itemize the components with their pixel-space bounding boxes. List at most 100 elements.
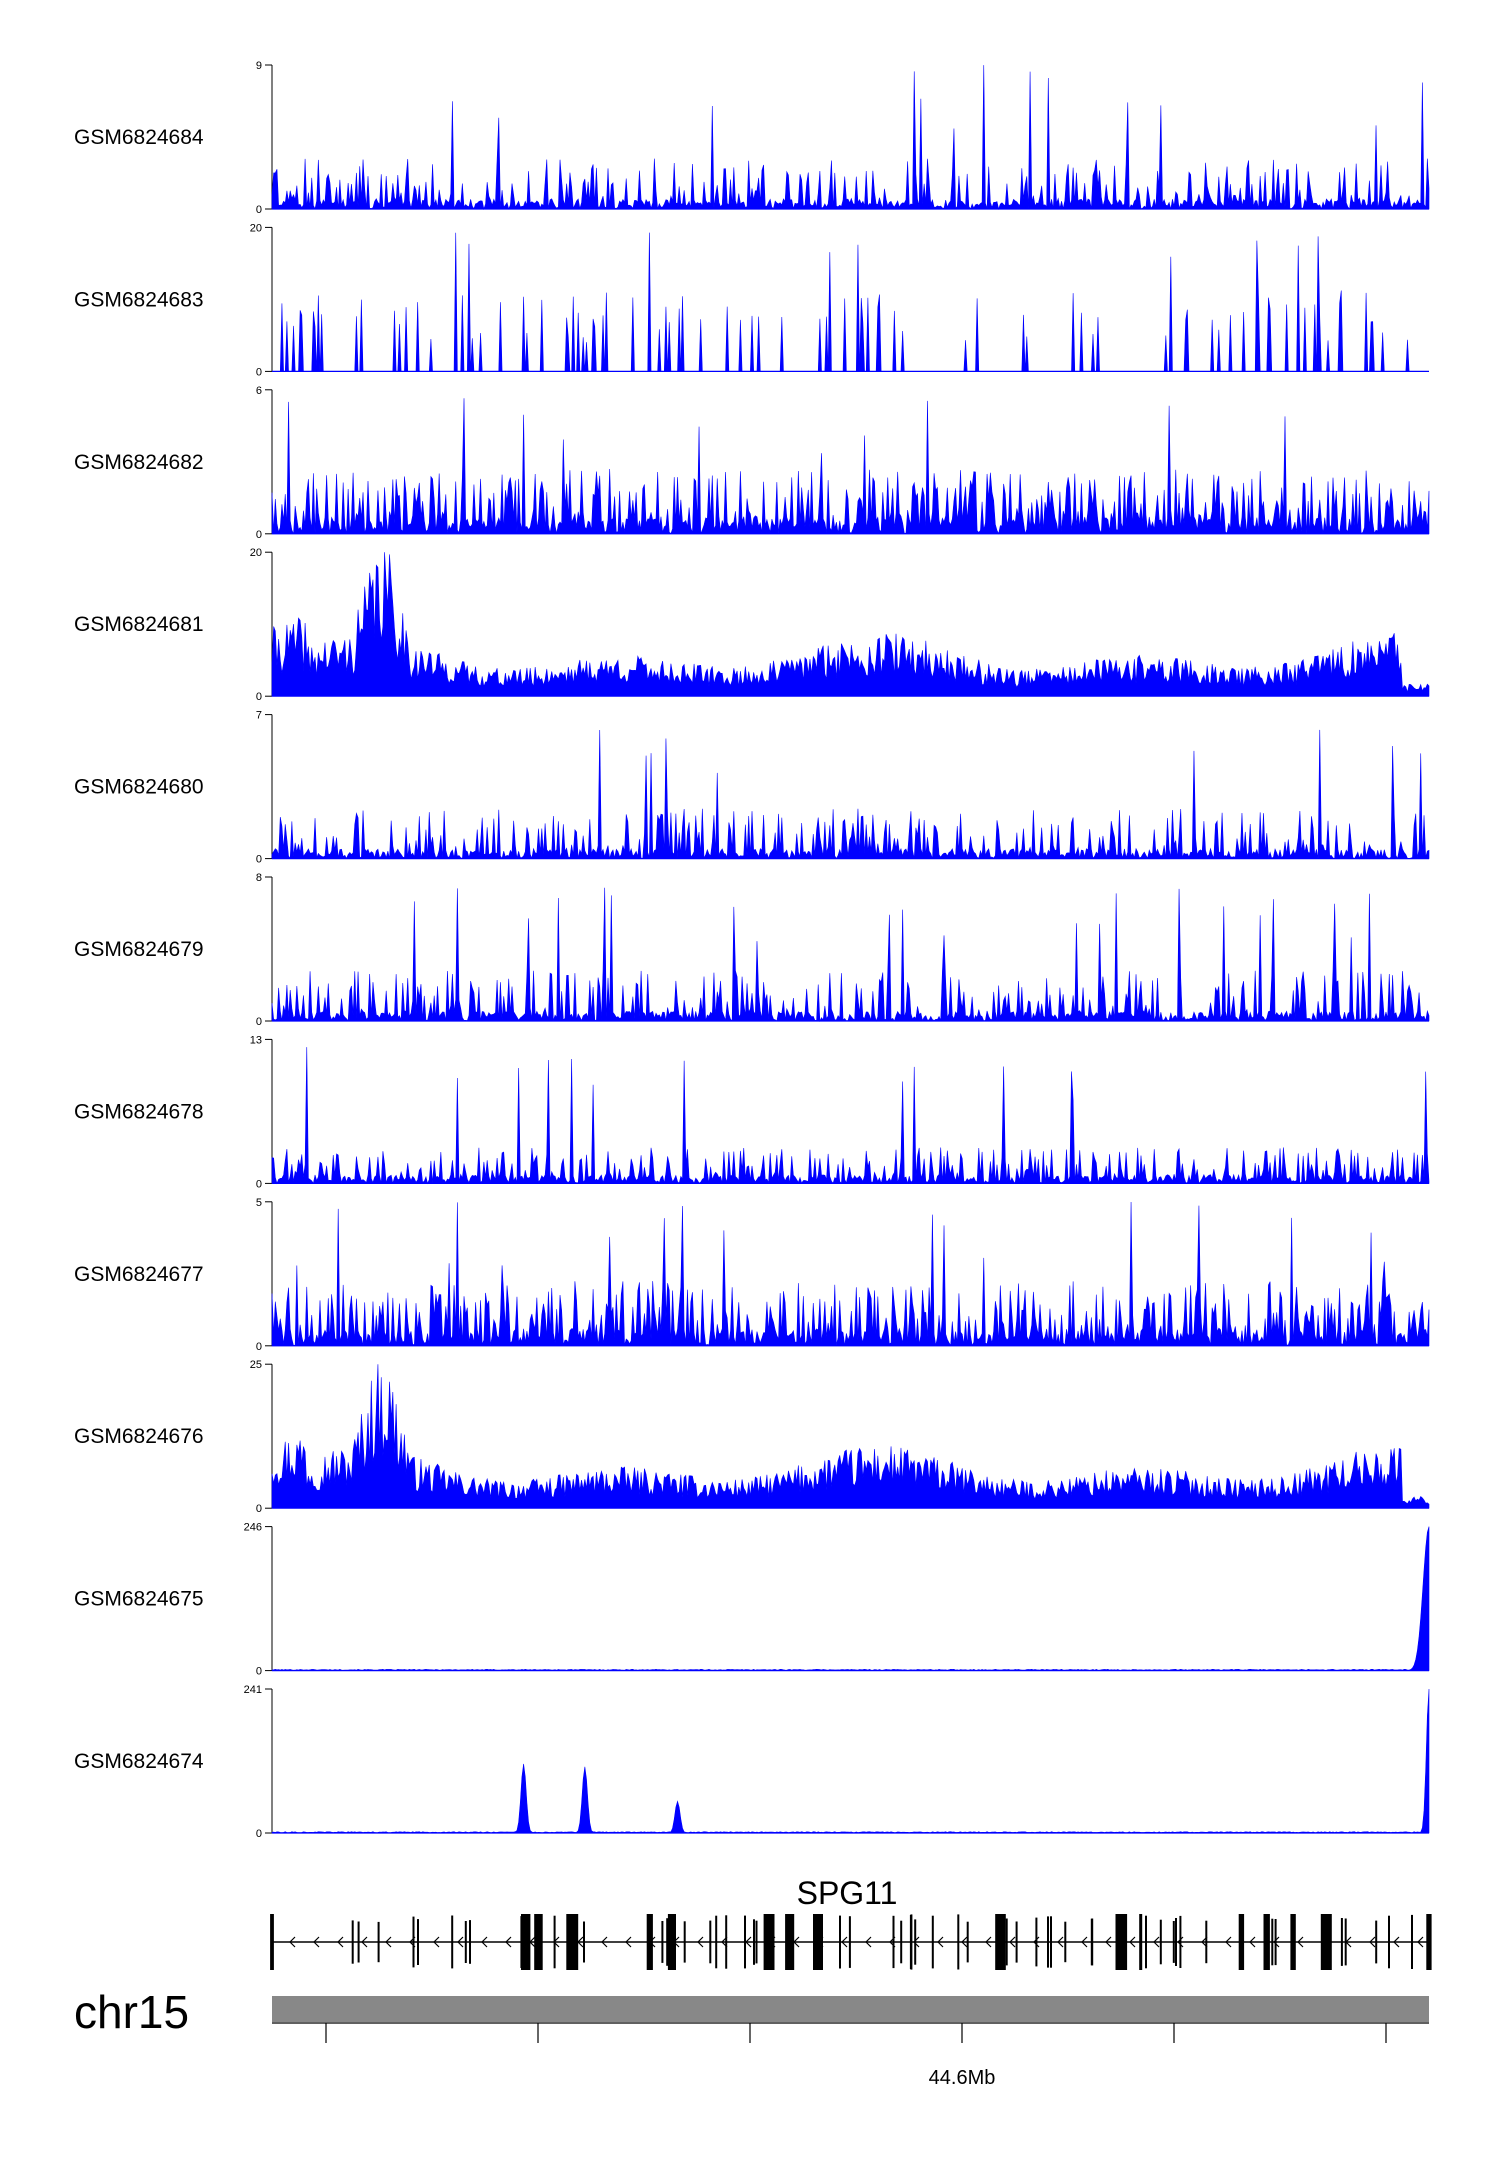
- strand-arrow-icon: [481, 1936, 488, 1948]
- y-axis-min-label: 0: [256, 1828, 262, 1840]
- genomic-x-axis: 44.6Mb: [272, 2022, 1429, 2089]
- signal-area: [271, 552, 1430, 697]
- track-GSM6824683: GSM6824683 20 0: [74, 222, 1429, 378]
- y-axis-min-label: 0: [256, 854, 262, 866]
- y-axis-min-label: 0: [256, 691, 262, 703]
- gene-exon: [995, 1914, 1006, 1970]
- strand-arrow-icon: [625, 1936, 632, 1948]
- track-label: GSM6824676: [74, 1425, 204, 1448]
- track-label: GSM6824682: [74, 451, 204, 474]
- gene-exon: [1064, 1921, 1067, 1963]
- gene-exon: [520, 1916, 523, 1968]
- gene-exon: [1388, 1915, 1390, 1969]
- track-GSM6824674: GSM6824674 241 0: [74, 1684, 1430, 1840]
- signal-tracks: GSM682468490GSM6824683200GSM682468260GSM…: [74, 60, 1430, 1840]
- track-GSM6824680: GSM6824680 7 0: [74, 710, 1430, 866]
- track-GSM6824682: GSM6824682 6 0: [74, 385, 1430, 541]
- track-label: GSM6824677: [74, 1263, 204, 1286]
- strand-arrow-icon: [913, 1936, 920, 1948]
- y-axis-min-label: 0: [256, 1503, 262, 1515]
- chromosome-ideogram-bar: [272, 1996, 1429, 2022]
- gene-exon: [892, 1915, 895, 1969]
- track-GSM6824675: GSM6824675 246 0: [74, 1522, 1430, 1678]
- gene-exon: [848, 1916, 851, 1968]
- strand-arrow-icon: [337, 1936, 344, 1948]
- gene-exon: [534, 1914, 543, 1970]
- strand-arrow-icon: [433, 1936, 440, 1948]
- y-axis-max-label: 6: [256, 385, 262, 397]
- strand-arrow-icon: [1249, 1936, 1256, 1948]
- strand-arrow-icon: [1129, 1936, 1136, 1948]
- gene-exon: [1271, 1918, 1274, 1966]
- strand-arrow-icon: [1417, 1936, 1424, 1948]
- strand-arrow-icon: [1081, 1936, 1088, 1948]
- strand-arrow-icon: [865, 1936, 872, 1948]
- ideogram-track: chr15: [74, 1986, 1429, 2038]
- signal-area: [271, 887, 1430, 1022]
- y-axis-min-label: 0: [256, 204, 262, 216]
- gene-exon: [1139, 1914, 1143, 1970]
- gene-exon: [909, 1915, 912, 1969]
- strand-arrow-icon: [697, 1936, 704, 1948]
- gene-track: SPG11: [270, 1875, 1432, 1970]
- gene-exon: [1145, 1915, 1147, 1969]
- signal-area: [271, 1047, 1430, 1185]
- gene-exon: [900, 1920, 903, 1964]
- gene-exon: [377, 1921, 380, 1963]
- gene-exon: [1115, 1914, 1128, 1970]
- gene-exon: [1047, 1916, 1049, 1968]
- strand-arrow-icon: [457, 1936, 464, 1948]
- signal-area: [272, 232, 1429, 372]
- gene-exon: [1179, 1915, 1182, 1968]
- track-GSM6824678: GSM6824678 13 0: [74, 1034, 1430, 1190]
- strand-arrow-icon: [289, 1936, 296, 1948]
- track-label: GSM6824679: [74, 938, 204, 961]
- strand-arrow-icon: [1393, 1936, 1400, 1948]
- strand-arrow-icon: [505, 1936, 512, 1948]
- gene-exon: [1005, 1918, 1008, 1966]
- gene-exon: [1091, 1918, 1094, 1966]
- track-label: GSM6824681: [74, 613, 204, 636]
- gene-exon: [785, 1914, 795, 1970]
- strand-arrow-icon: [1153, 1936, 1160, 1948]
- gene-exon: [1175, 1918, 1177, 1966]
- track-GSM6824684: GSM6824684 9 0: [74, 60, 1430, 216]
- signal-area: [271, 1526, 1430, 1671]
- track-label: GSM6824678: [74, 1100, 204, 1123]
- strand-arrow-icon: [385, 1936, 392, 1948]
- y-axis-min-label: 0: [256, 529, 262, 541]
- gene-exon: [715, 1915, 718, 1969]
- gene-exon: [583, 1921, 585, 1963]
- track-label: GSM6824684: [74, 126, 204, 149]
- track-label: GSM6824683: [74, 288, 204, 311]
- y-axis-max-label: 9: [256, 60, 262, 72]
- y-axis-max-label: 25: [250, 1359, 262, 1371]
- gene-exon: [666, 1918, 669, 1966]
- gene-exon: [1375, 1920, 1378, 1964]
- y-axis-min-label: 0: [256, 1666, 262, 1678]
- y-axis-min-label: 0: [256, 1341, 262, 1353]
- track-label: GSM6824674: [74, 1750, 204, 1773]
- signal-area: [271, 729, 1430, 860]
- gene-exon: [1344, 1918, 1347, 1966]
- strand-arrow-icon: [1297, 1936, 1304, 1948]
- strand-arrow-icon: [1225, 1936, 1232, 1948]
- gene-exon: [1290, 1914, 1296, 1970]
- gene-exon: [1263, 1914, 1270, 1970]
- gene-exon: [661, 1921, 664, 1963]
- gene-exon: [357, 1921, 360, 1963]
- gene-exon: [1239, 1914, 1241, 1970]
- gene-exon: [1274, 1919, 1277, 1966]
- y-axis-max-label: 246: [244, 1522, 262, 1534]
- gene-exon: [469, 1920, 471, 1964]
- gene-exon: [755, 1920, 758, 1964]
- strand-arrow-icon: [1105, 1936, 1112, 1948]
- track-GSM6824681: GSM6824681 20 0: [74, 547, 1430, 703]
- gene-exon: [725, 1915, 728, 1969]
- y-axis-max-label: 5: [256, 1197, 262, 1209]
- gene-exon: [813, 1914, 823, 1970]
- y-axis-max-label: 241: [244, 1684, 262, 1696]
- gene-exon: [957, 1914, 960, 1970]
- y-axis-max-label: 20: [250, 547, 262, 559]
- y-axis-max-label: 7: [256, 710, 262, 722]
